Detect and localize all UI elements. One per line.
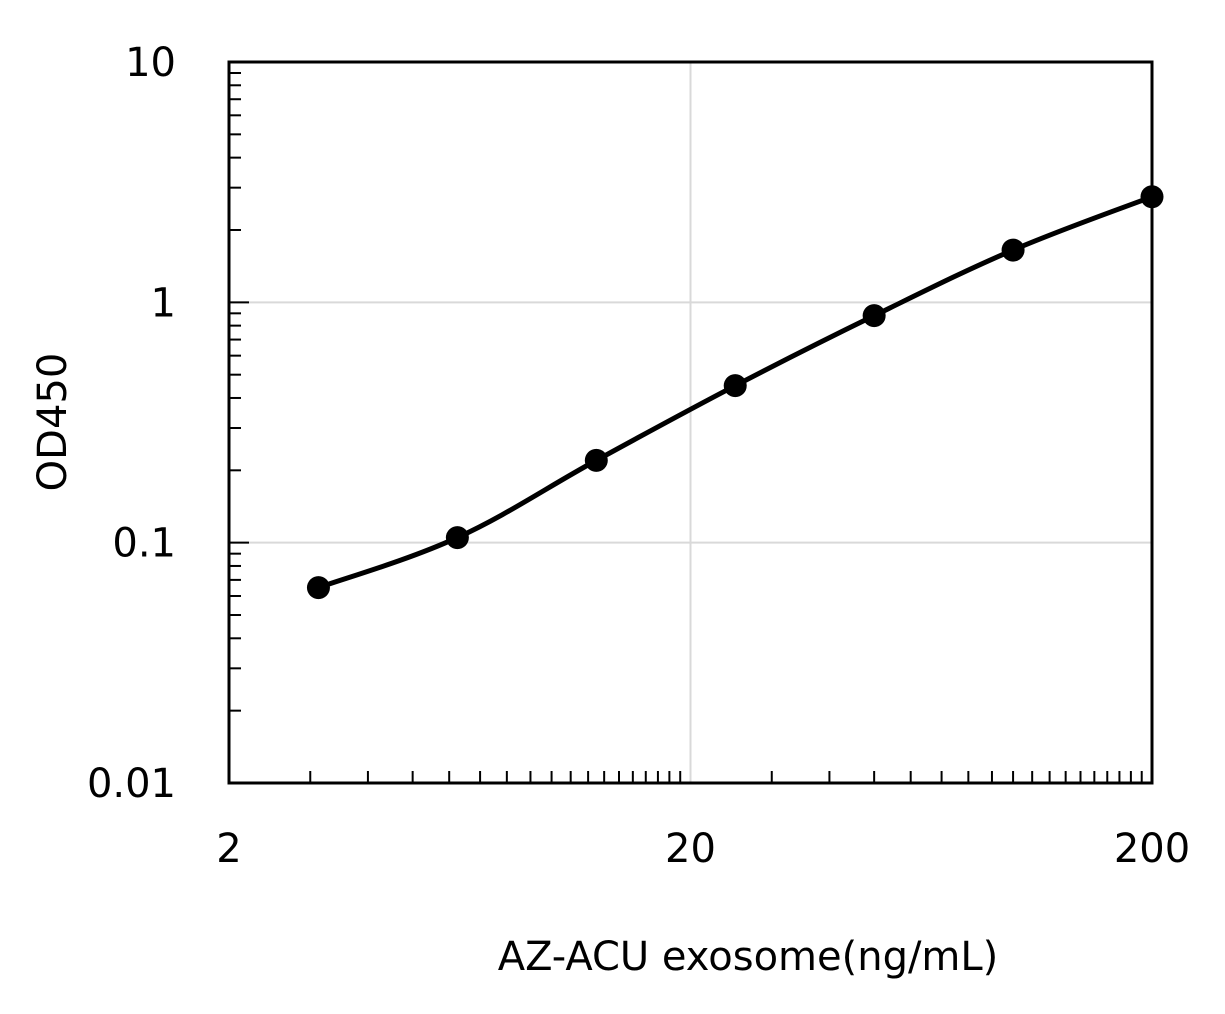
x-tick-labels: 2 20 200 [216,826,1190,872]
data-point [1140,185,1164,209]
series-layer [306,185,1164,600]
y-tick-label: 0.01 [87,761,176,807]
data-point [584,448,608,472]
x-tick-label: 2 [216,826,241,872]
x-tick-label: 200 [1114,826,1190,872]
data-point [862,304,886,328]
y-tick-label: 10 [125,40,176,86]
x-axis-title: AZ-ACU exosome(ng/mL) [498,934,999,980]
grid [229,62,1152,783]
y-tick-label: 0.1 [112,521,176,567]
data-point [445,526,469,550]
data-point [1001,238,1025,262]
minor-ticks [229,61,1143,784]
data-point [723,374,747,398]
y-tick-label: 1 [151,280,176,326]
x-tick-label: 20 [665,826,716,872]
y-tick-labels: 0.01 0.1 1 10 [87,40,176,807]
plot-area-frame [227,60,1154,785]
y-axis-title: OD450 [30,353,76,492]
data-point [306,576,330,600]
